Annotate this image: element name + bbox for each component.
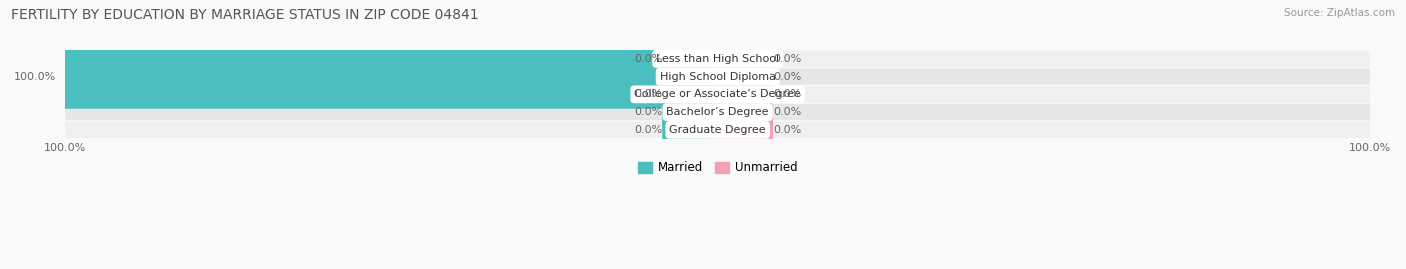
FancyBboxPatch shape xyxy=(707,62,773,126)
FancyBboxPatch shape xyxy=(662,80,727,144)
FancyBboxPatch shape xyxy=(66,68,1369,85)
FancyBboxPatch shape xyxy=(707,98,773,162)
Text: 0.0%: 0.0% xyxy=(773,89,801,99)
FancyBboxPatch shape xyxy=(56,44,727,109)
Text: FERTILITY BY EDUCATION BY MARRIAGE STATUS IN ZIP CODE 04841: FERTILITY BY EDUCATION BY MARRIAGE STATU… xyxy=(11,8,479,22)
FancyBboxPatch shape xyxy=(707,44,773,109)
Legend: Married, Unmarried: Married, Unmarried xyxy=(633,157,803,179)
FancyBboxPatch shape xyxy=(662,98,727,162)
Text: 0.0%: 0.0% xyxy=(634,125,662,135)
FancyBboxPatch shape xyxy=(66,51,1369,67)
Text: 100.0%: 100.0% xyxy=(14,72,56,82)
Text: Source: ZipAtlas.com: Source: ZipAtlas.com xyxy=(1284,8,1395,18)
Text: Bachelor’s Degree: Bachelor’s Degree xyxy=(666,107,769,117)
FancyBboxPatch shape xyxy=(707,80,773,144)
FancyBboxPatch shape xyxy=(66,122,1369,138)
Text: 0.0%: 0.0% xyxy=(634,107,662,117)
Text: Graduate Degree: Graduate Degree xyxy=(669,125,766,135)
Text: Less than High School: Less than High School xyxy=(657,54,779,64)
Text: 0.0%: 0.0% xyxy=(773,107,801,117)
FancyBboxPatch shape xyxy=(662,27,727,91)
Text: College or Associate’s Degree: College or Associate’s Degree xyxy=(634,89,801,99)
Text: 0.0%: 0.0% xyxy=(634,54,662,64)
Text: 0.0%: 0.0% xyxy=(773,125,801,135)
FancyBboxPatch shape xyxy=(66,104,1369,120)
Text: 0.0%: 0.0% xyxy=(634,89,662,99)
FancyBboxPatch shape xyxy=(662,62,727,126)
Text: 0.0%: 0.0% xyxy=(773,54,801,64)
FancyBboxPatch shape xyxy=(707,27,773,91)
Text: High School Diploma: High School Diploma xyxy=(659,72,776,82)
Text: 0.0%: 0.0% xyxy=(773,72,801,82)
FancyBboxPatch shape xyxy=(66,86,1369,102)
